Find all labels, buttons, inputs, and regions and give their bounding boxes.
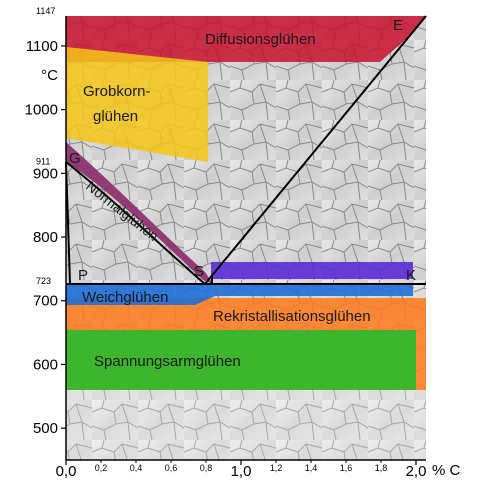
x-minor-tick-label: 0,4 xyxy=(130,463,143,473)
x-minor-tick-label: 1,8 xyxy=(375,463,388,473)
stress-relief-annealing-region xyxy=(66,330,416,390)
soft-annealing-region xyxy=(66,285,413,305)
x-minor-tick-label: 1,4 xyxy=(305,463,318,473)
y-tick-label: 700 xyxy=(33,293,58,310)
x-major-tick-label: 1,0 xyxy=(231,463,252,480)
x-minor-tick-label: 0,2 xyxy=(95,463,108,473)
hypereutectoid-annealing-band xyxy=(211,262,413,279)
coarse-grain-label-line2: glühen xyxy=(93,108,138,125)
y-tick-label: 500 xyxy=(33,420,58,437)
point-g-label: G xyxy=(69,150,81,167)
diffusion-annealing-label: Diffusionsglühen xyxy=(205,31,316,48)
x-minor-tick-label: 0,6 xyxy=(165,463,178,473)
x-major-tick-label: 0,0 xyxy=(56,463,77,480)
y-special-tick-label: 1147 xyxy=(36,6,55,16)
x-minor-tick-label: 0,8 xyxy=(200,463,213,473)
point-p-label: P xyxy=(78,267,88,284)
y-special-tick-label: 723 xyxy=(36,276,51,286)
diffusion-annealing-region xyxy=(66,16,426,62)
point-e-label: E xyxy=(393,17,403,34)
coarse-grain-label-line1: Grobkorn- xyxy=(83,83,151,100)
line-g-s xyxy=(65,161,206,285)
x-major-tick-label: 2,0 xyxy=(406,463,427,480)
y-special-tick-label: 911 xyxy=(36,156,50,166)
stress-relief-label: Spannungsarmglühen xyxy=(94,353,241,370)
y-axis-unit: °C xyxy=(41,67,58,84)
coarse-grain-annealing-region xyxy=(66,47,208,162)
x-minor-tick-label: 1,6 xyxy=(340,463,353,473)
normalizing-region xyxy=(66,142,213,284)
y-tick-label: 1100 xyxy=(26,38,58,55)
y-tick-label: 900 xyxy=(33,165,58,182)
y-tick-label: 800 xyxy=(33,229,58,246)
soft-annealing-label: Weichglühen xyxy=(82,289,168,306)
y-tick-label: 600 xyxy=(33,356,58,373)
line-s-e xyxy=(204,15,427,285)
x-minor-tick-label: 1,2 xyxy=(270,463,283,473)
y-tick-label: 1000 xyxy=(25,102,58,119)
recrystallization-label: Rekristallisationsglühen xyxy=(213,308,371,325)
axes: 1100 1000 900 800 700 600 500 1147 911 723 0,0 1,… xyxy=(25,6,461,480)
point-s-label: S xyxy=(194,263,204,280)
x-axis-unit: % C xyxy=(432,462,461,479)
point-k-label: K xyxy=(406,267,416,284)
